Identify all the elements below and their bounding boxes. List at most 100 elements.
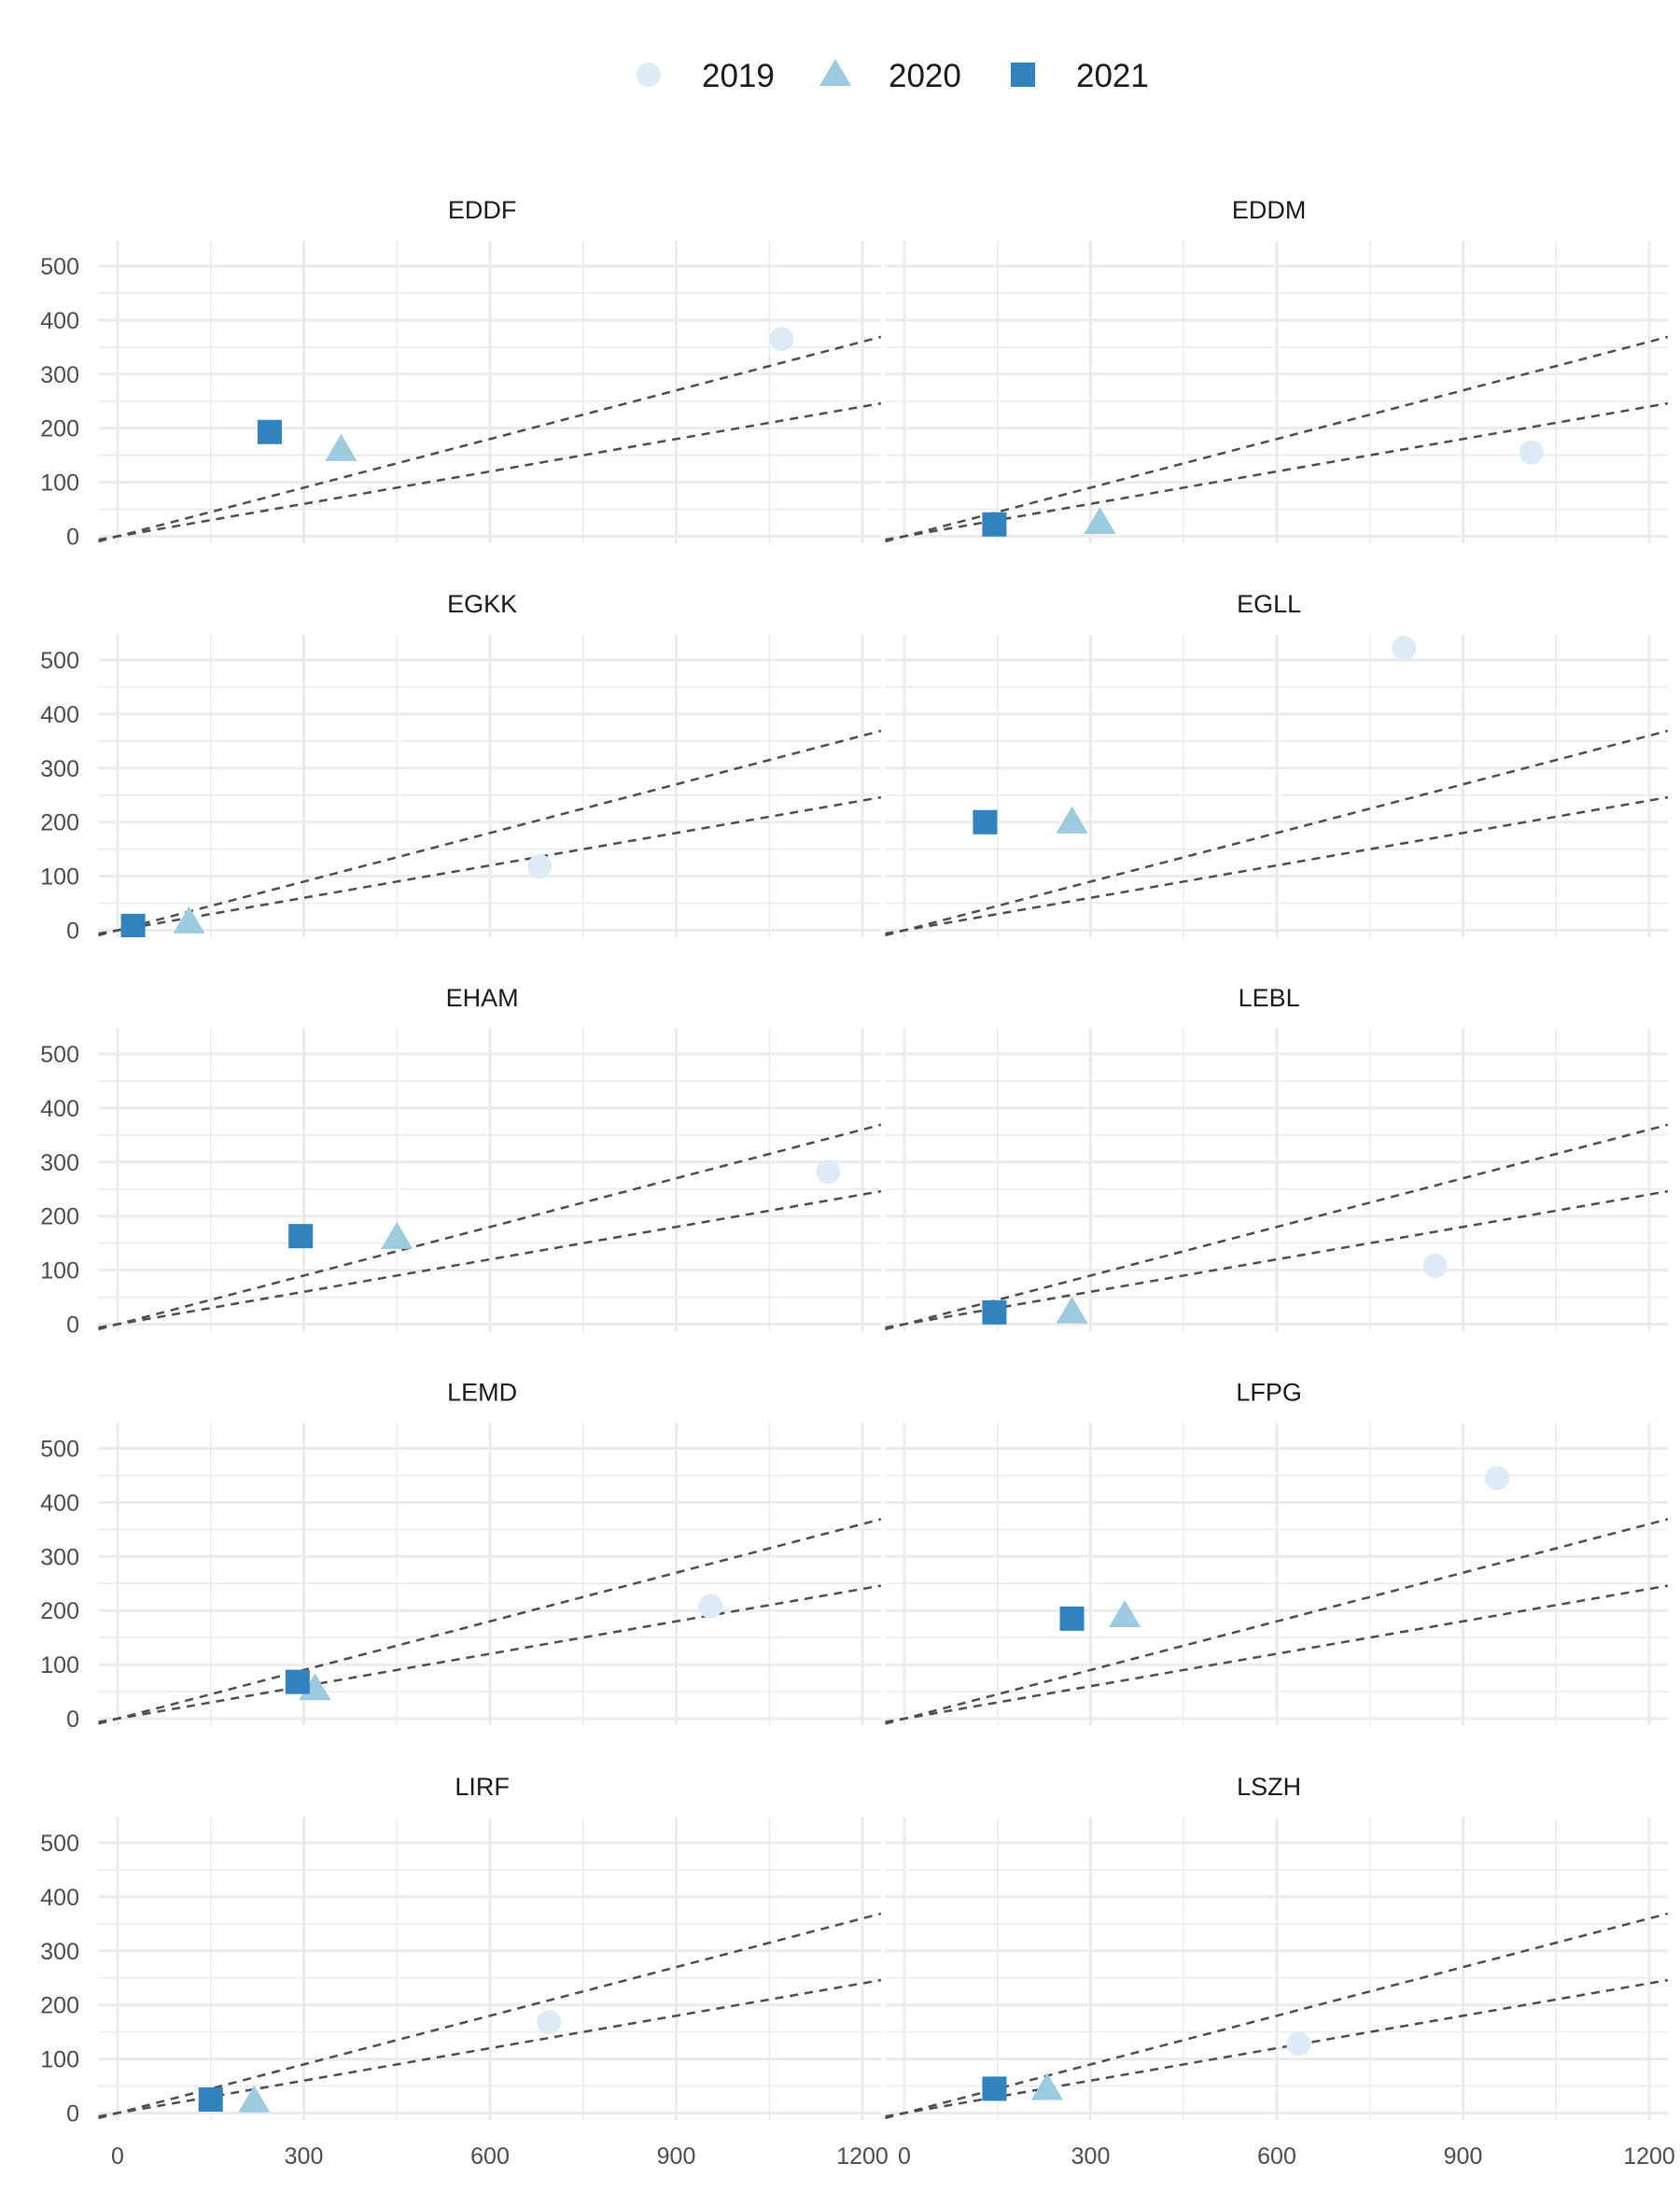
point-EDDF-2019 bbox=[769, 327, 794, 352]
point-LEBL-2020 bbox=[1056, 1296, 1088, 1324]
legend-marker-2021 bbox=[1011, 63, 1035, 87]
panel-title: LSZH bbox=[1237, 1773, 1301, 1801]
reference-line-slope-0.3 bbox=[885, 1123, 1668, 1331]
panel-EGLL: EGLL0100200300400500 bbox=[885, 590, 1668, 938]
panel-plot-area bbox=[98, 634, 881, 938]
reference-line-slope-0.2 bbox=[885, 1584, 1668, 1723]
y-tick-label: 200 bbox=[40, 1993, 79, 2019]
legend-marker-2020 bbox=[819, 59, 851, 86]
panel-title: LEBL bbox=[1239, 984, 1300, 1012]
y-tick-label: 0 bbox=[66, 1706, 79, 1733]
point-LEBL-2021 bbox=[982, 1299, 1007, 1325]
reference-line-slope-0.3 bbox=[98, 729, 881, 937]
y-tick-label: 0 bbox=[66, 919, 79, 945]
point-LSZH-2020 bbox=[1030, 2072, 1063, 2100]
panel-EDDF: EDDF 0 100 200 300 400 500 bbox=[40, 196, 881, 551]
point-EGLL-2019 bbox=[1392, 636, 1417, 661]
point-EGLL-2021 bbox=[973, 809, 998, 835]
panel-LEBL: LEBL0100200300400500 bbox=[885, 984, 1668, 1332]
reference-line-slope-0.2 bbox=[885, 1978, 1668, 2118]
reference-line-slope-0.2 bbox=[98, 795, 881, 935]
legend-label-2019: 2019 bbox=[702, 58, 775, 94]
point-LFPG-2021 bbox=[1059, 1606, 1085, 1631]
y-tick-label: 0 bbox=[66, 2101, 79, 2128]
y-tick-label: 500 bbox=[40, 254, 79, 280]
panel-plot-area bbox=[885, 634, 1668, 938]
point-EHAM-2020 bbox=[381, 1221, 413, 1249]
x-tick-label: 1200 bbox=[836, 2143, 889, 2170]
panel-title: EGLL bbox=[1237, 590, 1301, 618]
y-tick-label: 500 bbox=[40, 648, 79, 674]
panel-plot-area bbox=[885, 1423, 1668, 1726]
y-tick-label: 400 bbox=[40, 1490, 79, 1516]
reference-line-slope-0.2 bbox=[98, 1584, 881, 1723]
legend-marker-2019 bbox=[637, 63, 661, 87]
legend-label-2021: 2021 bbox=[1076, 58, 1149, 94]
panel-plot-area bbox=[98, 240, 881, 544]
panel-EHAM: EHAM 0 100 200 300 400 500 bbox=[40, 984, 881, 1339]
y-tick-label: 0 bbox=[66, 525, 79, 551]
y-tick-label: 200 bbox=[40, 416, 79, 442]
reference-line-slope-0.2 bbox=[885, 401, 1668, 541]
y-tick-label: 300 bbox=[40, 756, 79, 782]
panel-LFPG: LFPG0100200300400500 bbox=[885, 1378, 1668, 1726]
reference-line-slope-0.2 bbox=[98, 401, 881, 541]
y-tick-label: 100 bbox=[40, 1258, 79, 1285]
panel-EGKK: EGKK 0 100 200 300 400 500 bbox=[40, 590, 881, 945]
x-tick-label: 0 bbox=[898, 2143, 911, 2170]
reference-line-slope-0.3 bbox=[885, 1912, 1668, 2120]
y-tick-label: 100 bbox=[40, 2047, 79, 2073]
reference-line-slope-0.2 bbox=[885, 795, 1668, 935]
reference-line-slope-0.3 bbox=[885, 335, 1668, 543]
y-tick-label: 500 bbox=[40, 1437, 79, 1463]
panel-plot-area bbox=[98, 1817, 881, 2121]
reference-line-slope-0.3 bbox=[98, 1912, 881, 2120]
point-LFPG-2019 bbox=[1485, 1466, 1510, 1491]
x-tick-label: 600 bbox=[1257, 2143, 1296, 2170]
y-tick-label: 500 bbox=[40, 1831, 79, 1857]
y-tick-label: 400 bbox=[40, 702, 79, 728]
panel-title: EHAM bbox=[446, 984, 519, 1012]
y-tick-label: 0 bbox=[66, 1313, 79, 1339]
panel-title: EDDM bbox=[1232, 196, 1307, 224]
panel-LIRF: LIRF 0 100 200 300 400 500 0 300 600 900 1200 bbox=[40, 1773, 889, 2170]
point-LIRF-2020 bbox=[238, 2085, 271, 2113]
y-tick-label: 200 bbox=[40, 1204, 79, 1230]
panel-plot-area bbox=[98, 1423, 881, 1726]
panel-LSZH: LSZH010020030040050003006009001200 bbox=[885, 1773, 1675, 2170]
panel-LEMD: LEMD 0 100 200 300 400 500 bbox=[40, 1378, 881, 1733]
reference-line-slope-0.3 bbox=[98, 335, 881, 543]
point-LEBL-2019 bbox=[1422, 1253, 1448, 1278]
y-tick-label: 100 bbox=[40, 864, 79, 891]
point-EHAM-2019 bbox=[816, 1159, 841, 1185]
point-LIRF-2021 bbox=[198, 2087, 223, 2113]
y-tick-label: 200 bbox=[40, 810, 79, 836]
point-EDDM-2020 bbox=[1084, 507, 1116, 535]
legend: 2019 2020 2021 bbox=[637, 58, 1149, 94]
panel-title: LFPG bbox=[1236, 1378, 1302, 1406]
point-EDDF-2021 bbox=[257, 419, 282, 444]
reference-line-slope-0.2 bbox=[98, 1189, 881, 1329]
point-EDDM-2021 bbox=[982, 512, 1007, 537]
point-EGKK-2019 bbox=[527, 854, 553, 879]
point-EGLL-2020 bbox=[1056, 806, 1088, 834]
y-tick-label: 300 bbox=[40, 1939, 79, 1965]
point-LSZH-2021 bbox=[982, 2076, 1007, 2101]
x-tick-label: 300 bbox=[1071, 2143, 1111, 2170]
panel-title: LIRF bbox=[455, 1773, 510, 1801]
reference-line-slope-0.3 bbox=[98, 1123, 881, 1331]
point-LEMD-2019 bbox=[698, 1594, 723, 1619]
point-LIRF-2019 bbox=[537, 2010, 562, 2035]
panel-plot-area bbox=[885, 240, 1668, 544]
y-tick-label: 500 bbox=[40, 1042, 79, 1068]
y-tick-label: 400 bbox=[40, 308, 79, 334]
reference-line-slope-0.3 bbox=[98, 1518, 881, 1725]
panel-plot-area bbox=[885, 1817, 1668, 2121]
x-tick-label: 300 bbox=[285, 2143, 324, 2170]
point-EHAM-2021 bbox=[288, 1224, 314, 1249]
point-EDDF-2020 bbox=[325, 433, 357, 461]
point-EGKK-2021 bbox=[120, 913, 146, 938]
x-tick-label: 1200 bbox=[1623, 2143, 1675, 2170]
panel-title: LEMD bbox=[447, 1378, 517, 1406]
